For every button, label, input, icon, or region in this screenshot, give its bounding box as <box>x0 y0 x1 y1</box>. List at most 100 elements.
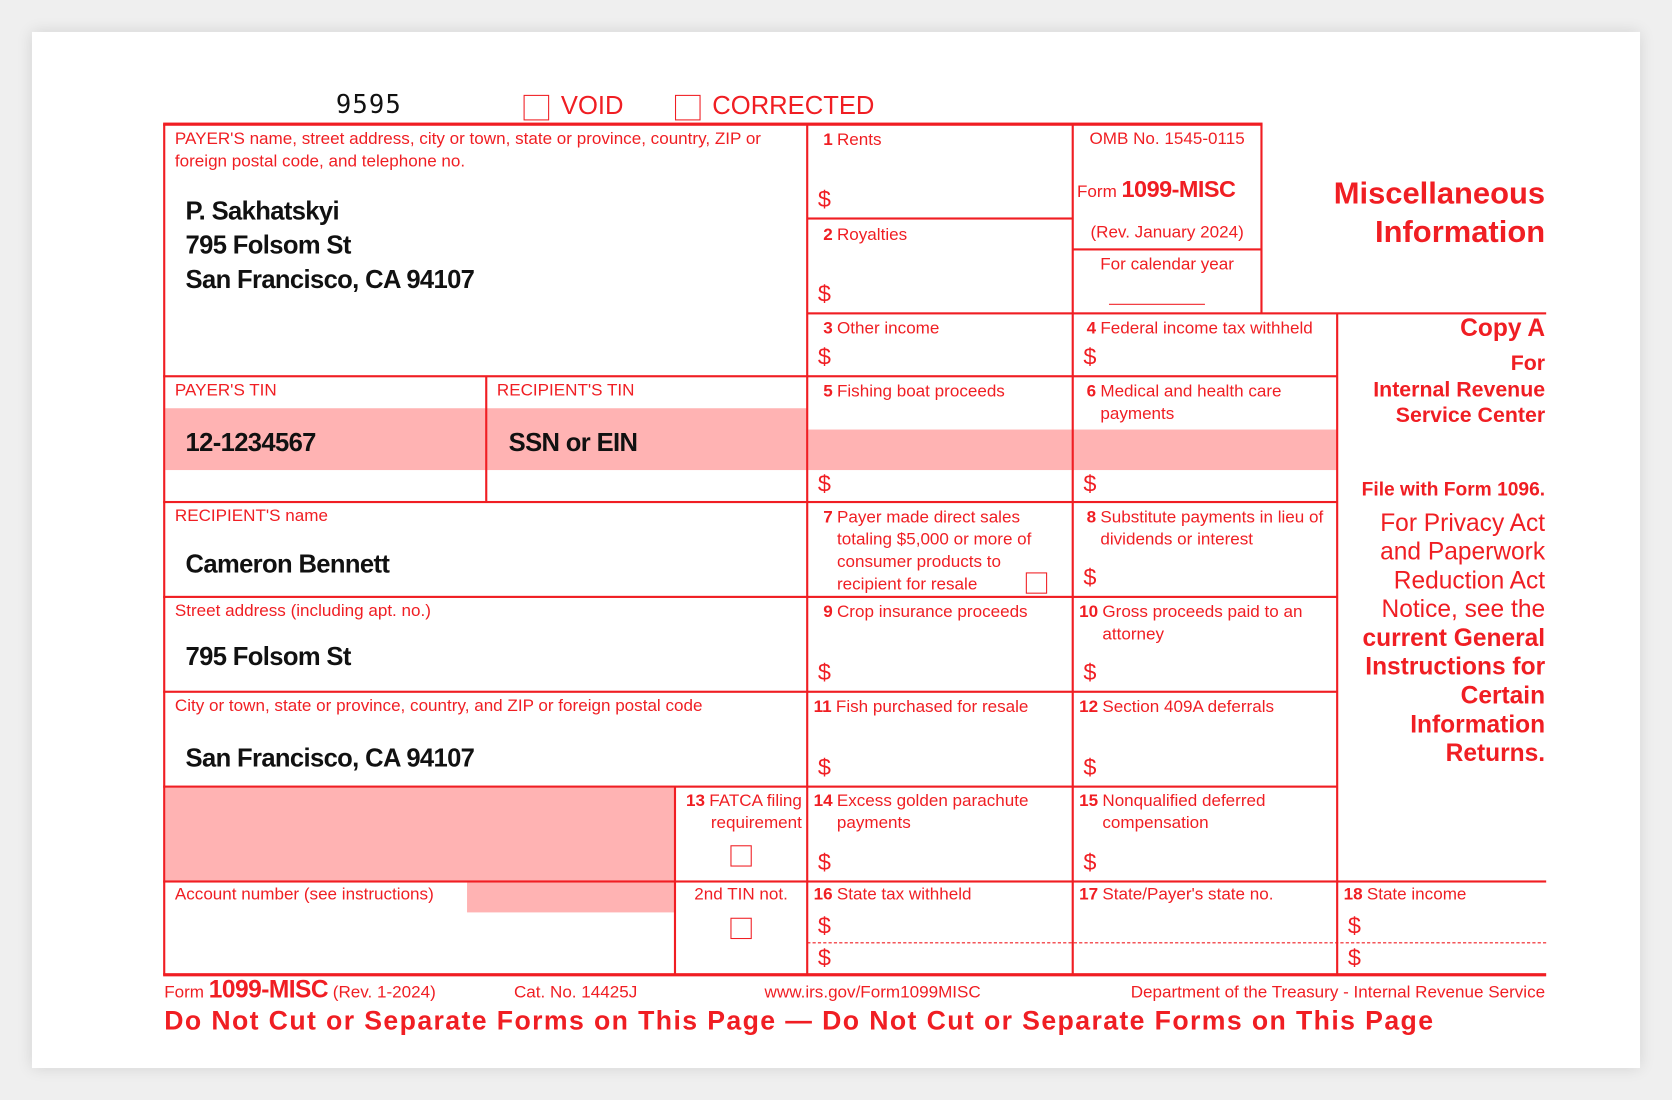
box-18-amount-field[interactable]: $ <box>1347 944 1361 972</box>
box-number: 16 <box>813 885 833 904</box>
box-number: 13 <box>686 791 706 811</box>
grid-line <box>163 123 166 976</box>
irs-line-1: Internal Revenue <box>1373 378 1546 402</box>
footer-form: Form 1099-MISC (Rev. 1-2024) <box>164 975 436 1004</box>
box-label: Rents <box>836 131 882 150</box>
footer-dept: Department of the Treasury - Internal Re… <box>1130 983 1546 1002</box>
box-number: 1 <box>823 131 833 150</box>
recipient-name-value[interactable]: Cameron Bennett <box>185 549 390 579</box>
box-1-amount-field[interactable]: $ <box>817 185 831 213</box>
box-number: 12 <box>1079 698 1099 717</box>
footer-url[interactable]: www.irs.gov/Form1099MISC <box>764 983 981 1002</box>
box-label: Other income <box>836 319 940 338</box>
recipient-tin-value[interactable]: SSN or EIN <box>508 428 638 458</box>
void-checkbox[interactable] <box>523 94 550 121</box>
box-number: 9 <box>823 603 833 622</box>
box-label: Fish purchased for resale <box>835 698 1029 717</box>
box-label: Payer made direct sales totaling $5,000 … <box>836 508 1032 594</box>
box-number: 11 <box>813 698 832 717</box>
box-15-amount-field[interactable]: $ <box>1083 848 1097 876</box>
box-8: 8 Substitute payments in lieu of dividend… <box>1087 506 1332 551</box>
box-label: State income <box>1366 885 1467 904</box>
box-3-amount-field[interactable]: $ <box>817 343 831 370</box>
second-tin-checkbox[interactable] <box>730 917 752 940</box>
title-line-2: Information <box>1375 215 1546 250</box>
box-5: 5 Fishing boat proceeds <box>823 381 1068 403</box>
grid-line <box>163 785 1338 788</box>
payer-street[interactable]: 795 Folsom St <box>185 231 352 261</box>
box-10-amount-field[interactable]: $ <box>1083 658 1097 686</box>
box-7: 7 Payer made direct sales totaling $5,000… <box>823 506 1058 596</box>
box-18-amount-field[interactable]: $ <box>1347 912 1361 940</box>
box-7-checkbox[interactable] <box>1025 572 1048 594</box>
city-label: City or town, state or province, country… <box>174 697 703 716</box>
box-4: 4 Federal income tax withheld <box>1087 318 1332 340</box>
grid-line <box>163 500 1338 504</box>
box-13-fatca-checkbox[interactable] <box>730 845 752 867</box>
payer-city[interactable]: San Francisco, CA 94107 <box>185 265 475 295</box>
grid-line <box>806 123 809 975</box>
instructions-line: Certain <box>1460 681 1546 709</box>
city-value[interactable]: San Francisco, CA 94107 <box>185 743 475 773</box>
box-11-amount-field[interactable]: $ <box>817 753 831 781</box>
do-not-cut-warning: Do Not Cut or Separate Forms on This Pag… <box>164 1006 1435 1037</box>
box-label: State/Payer's state no. <box>1102 885 1274 904</box>
footer-rev: (Rev. 1-2024) <box>332 983 436 1002</box>
recipient-name-label: RECIPIENT'S name <box>174 507 328 526</box>
title-line-1: Miscellaneous <box>1333 176 1546 212</box>
grid-line <box>163 690 1338 693</box>
grid-line <box>163 595 1338 598</box>
instructions-line: Returns. <box>1445 738 1546 767</box>
box-number: 8 <box>1086 508 1097 527</box>
instructions-text: current General Instructions for Certain… <box>1362 624 1545 768</box>
box-8-amount-field[interactable]: $ <box>1083 563 1097 591</box>
box-6: 6 Medical and health care payments <box>1087 381 1311 426</box>
privacy-notice: For Privacy Act and Paperwork Reduction … <box>1362 508 1545 767</box>
box-label: FATCA filing requirement <box>709 791 802 833</box>
payer-name[interactable]: P. Sakhatskyi <box>185 197 340 226</box>
omb-rev: (Rev. January 2024) <box>1090 223 1244 242</box>
box-2-amount-field[interactable]: $ <box>817 280 831 307</box>
street-value[interactable]: 795 Folsom St <box>185 642 352 672</box>
box-number: 7 <box>823 508 833 527</box>
box-number: 17 <box>1079 885 1099 904</box>
box-number: 14 <box>813 791 833 811</box>
box-11: 11 Fish purchased for resale <box>814 696 1070 718</box>
box-number: 3 <box>823 319 833 338</box>
box-16-amount-field[interactable]: $ <box>817 944 831 972</box>
box-6-amount-field[interactable]: $ <box>1083 470 1097 497</box>
box-label: Fishing boat proceeds <box>836 382 1005 401</box>
street-label: Street address (including apt. no.) <box>174 602 431 621</box>
box-1: 1 Rents <box>823 129 1068 151</box>
box-5-amount-field[interactable]: $ <box>817 470 831 497</box>
box-9-amount-field[interactable]: $ <box>817 658 831 686</box>
account-shade <box>467 882 675 913</box>
box-label: Federal income tax withheld <box>1100 319 1313 338</box>
box-4-amount-field[interactable]: $ <box>1083 343 1097 370</box>
box-16: 16 State tax withheld <box>814 884 1070 906</box>
box-16-amount-field[interactable]: $ <box>817 912 831 940</box>
box-3: 3 Other income <box>823 318 1068 340</box>
payer-label: PAYER'S name, street address, city or to… <box>174 130 761 171</box>
corrected-checkbox[interactable] <box>674 94 701 121</box>
box-label: Section 409A deferrals <box>1102 698 1275 717</box>
box-12-amount-field[interactable]: $ <box>1083 753 1097 781</box>
box-number: 2 <box>823 225 833 245</box>
grid-line <box>1260 123 1263 314</box>
irs-line-2: Service Center <box>1395 403 1546 428</box>
payer-tin-value[interactable]: 12-1234567 <box>185 428 317 458</box>
box-number: 10 <box>1079 603 1099 622</box>
grid-line <box>485 376 488 503</box>
box-17: 17 State/Payer's state no. <box>1079 884 1335 906</box>
omb-form-prefix: Form <box>1076 183 1117 202</box>
box-15: 15 Nonqualified deferred compensation <box>1079 790 1303 835</box>
grid-line <box>163 973 1547 977</box>
box-10: 10 Gross proceeds paid to an attorney <box>1079 601 1330 646</box>
box-14-amount-field[interactable]: $ <box>817 848 831 876</box>
box-12: 12 Section 409A deferrals <box>1079 696 1330 718</box>
box-number: 15 <box>1079 791 1099 811</box>
grid-line <box>807 217 1073 220</box>
box-number: 5 <box>823 382 833 401</box>
privacy-line: and Paperwork <box>1380 537 1546 565</box>
instructions-line: Information <box>1410 709 1546 738</box>
